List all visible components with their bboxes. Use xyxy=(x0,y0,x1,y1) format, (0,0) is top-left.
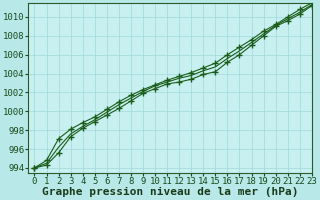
X-axis label: Graphe pression niveau de la mer (hPa): Graphe pression niveau de la mer (hPa) xyxy=(42,187,298,197)
